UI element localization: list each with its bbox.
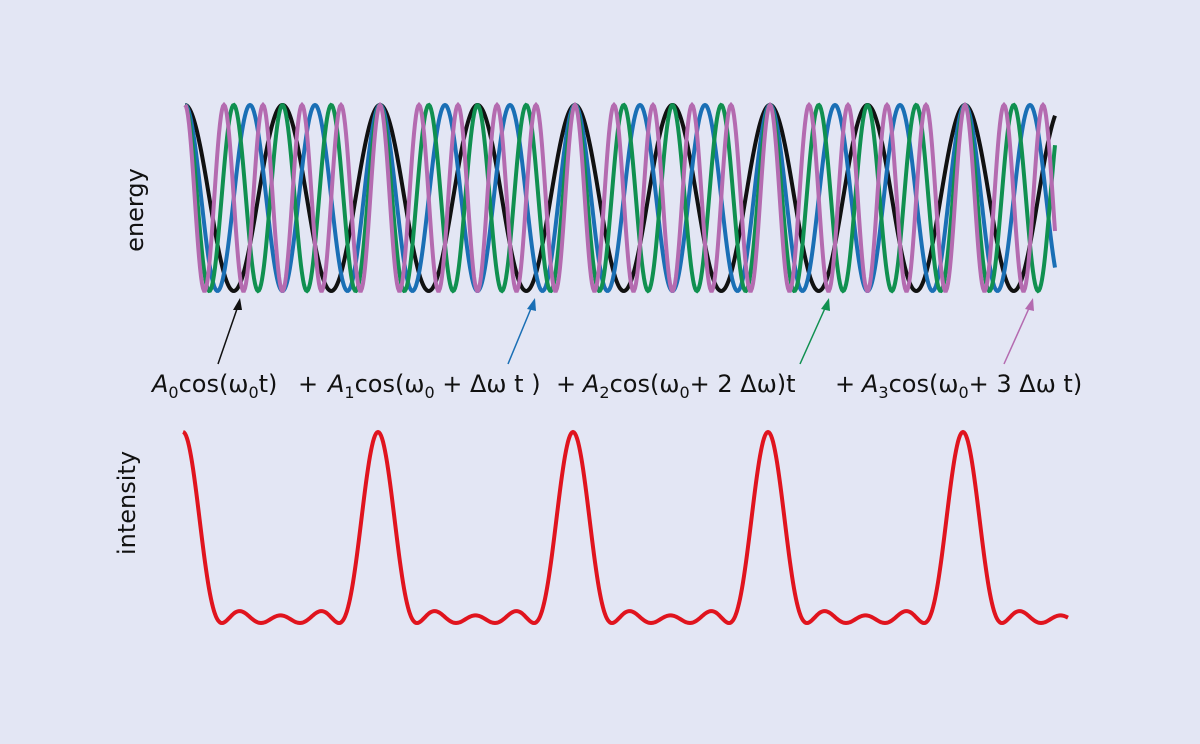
term-part: + 3 Δω t): [969, 370, 1083, 398]
formula-term: A0cos(ω0t): [150, 370, 277, 402]
subscript: 0: [679, 383, 689, 402]
formula-term: A3cos(ω0+ 3 Δω t): [860, 370, 1082, 402]
subscript: 3: [878, 383, 888, 402]
subscript: 0: [168, 383, 178, 402]
operator: +: [835, 370, 855, 398]
arrowhead: [1025, 298, 1034, 311]
term-part: A: [581, 370, 599, 398]
energy-waves: [183, 101, 1057, 294]
arrowhead: [233, 298, 242, 310]
operator: +: [298, 370, 318, 398]
wave: [183, 101, 1057, 293]
term-part: cos(ω: [610, 370, 680, 398]
term-part: + Δω t ): [435, 370, 541, 398]
term-part: + 2 Δω)t: [690, 370, 796, 398]
arrow: [1003, 305, 1031, 365]
intensity-curve: [182, 429, 1069, 626]
arrow: [217, 305, 239, 365]
y-label: energy: [121, 168, 149, 252]
term-part: A: [860, 370, 878, 398]
subscript: 0: [958, 383, 968, 402]
subscript: 0: [248, 383, 258, 402]
term-part: cos(ω: [179, 370, 249, 398]
term-part: t): [259, 370, 278, 398]
formula-term: A2cos(ω0+ 2 Δω)t: [581, 370, 796, 402]
formula: A0cos(ω0t) A1cos(ω0 + Δω t ) A2cos(ω0+ 2 Δ…: [150, 370, 1082, 402]
subscript: 1: [344, 383, 354, 402]
arrows: [217, 298, 1034, 365]
arrow: [799, 305, 827, 365]
arrowhead: [527, 298, 536, 311]
term-part: A: [150, 370, 168, 398]
arrow: [507, 305, 533, 365]
y-label: intensity: [113, 451, 141, 555]
subscript: 0: [424, 383, 434, 402]
arrowhead: [821, 298, 830, 311]
term-part: A: [326, 370, 344, 398]
term-part: cos(ω: [355, 370, 425, 398]
operator: +: [556, 370, 576, 398]
formula-term: A1cos(ω0 + Δω t ): [326, 370, 541, 402]
subscript: 2: [599, 383, 609, 402]
wave: [183, 102, 1057, 294]
term-part: cos(ω: [889, 370, 959, 398]
